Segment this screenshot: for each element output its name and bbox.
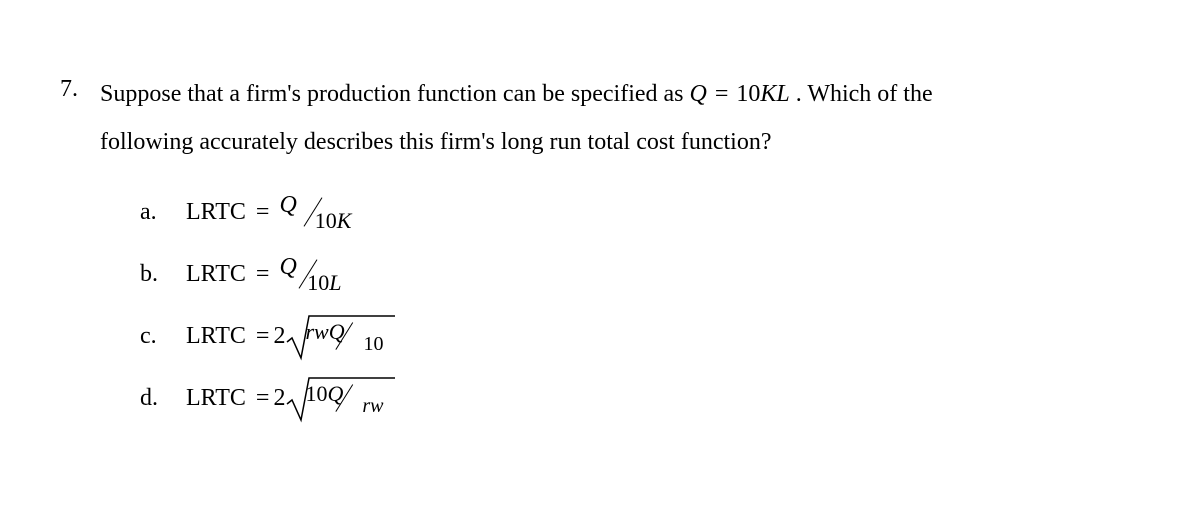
stem-eq-rhs-var: KL xyxy=(760,81,789,107)
radicand-c: rwQ 10 xyxy=(287,312,389,360)
choice-a-expr: LRTC = Q 10K xyxy=(186,192,353,232)
lrtc-text: LRTC xyxy=(186,317,246,355)
den-var: L xyxy=(329,270,341,295)
radical-icon: rwQ 10 xyxy=(287,312,389,360)
fraction-rwq-over-10: rwQ 10 xyxy=(303,316,383,356)
page: 7. Suppose that a firm's production func… xyxy=(0,0,1200,432)
num-num: 10 xyxy=(305,381,327,406)
frac-denominator: 10L xyxy=(307,265,341,300)
equals-sign: = xyxy=(256,193,270,231)
choice-d-label: d. xyxy=(140,379,186,417)
question-7: 7. Suppose that a firm's production func… xyxy=(60,70,1140,432)
choice-c: c. LRTC = 2 rw xyxy=(140,308,1140,364)
num-var: rwQ xyxy=(305,319,344,344)
sqrt-expr-c: 2 rwQ 10 xyxy=(273,312,389,360)
lrtc-text: LRTC xyxy=(186,379,246,417)
choice-d: d. LRTC = 2 10 xyxy=(140,370,1140,426)
lrtc-text: LRTC xyxy=(186,193,246,231)
radicand-d: 10Q rw xyxy=(287,374,389,422)
frac-denominator: 10K xyxy=(315,203,352,238)
choice-a-label: a. xyxy=(140,193,186,231)
stem-eq-lhs: Q xyxy=(690,81,707,107)
stem-line-1: Suppose that a firm's production functio… xyxy=(100,70,1140,118)
choice-a: a. LRTC = Q 10K xyxy=(140,184,1140,240)
choice-c-label: c. xyxy=(140,317,186,355)
den-var: rw xyxy=(362,395,383,417)
frac-numerator: Q xyxy=(279,186,296,224)
coef-2: 2 xyxy=(273,317,285,355)
den-var: K xyxy=(337,208,352,233)
lrtc-text: LRTC xyxy=(186,255,246,293)
den-num: 10 xyxy=(307,270,329,295)
den-num: 10 xyxy=(315,208,337,233)
question-number: 7. xyxy=(60,70,100,108)
sqrt-expr-d: 2 10Q rw xyxy=(273,374,389,422)
choice-d-expr: LRTC = 2 10Q xyxy=(186,374,389,422)
fraction-10q-over-rw: 10Q rw xyxy=(303,378,383,418)
equals-sign: = xyxy=(256,379,270,417)
choice-c-expr: LRTC = 2 rwQ xyxy=(186,312,389,360)
stem-eq-sign: = xyxy=(715,81,729,107)
choice-b-label: b. xyxy=(140,255,186,293)
choices: a. LRTC = Q 10K b. LRTC xyxy=(100,184,1140,426)
stem-eq-rhs-num: 10 xyxy=(736,81,760,107)
frac-denominator: rw xyxy=(362,390,383,422)
radical-icon: 10Q rw xyxy=(287,374,389,422)
fraction-q-over-10k: Q 10K xyxy=(273,192,353,232)
equals-sign: = xyxy=(256,255,270,293)
frac-denominator: 10 xyxy=(363,328,383,360)
stem-text-2: . Which of the xyxy=(796,81,933,107)
equals-sign: = xyxy=(256,317,270,355)
frac-numerator: Q xyxy=(279,248,296,286)
question-stem: Suppose that a firm's production functio… xyxy=(100,70,1140,166)
choice-b-expr: LRTC = Q 10L xyxy=(186,254,343,294)
question-body: Suppose that a firm's production functio… xyxy=(100,70,1140,432)
den-num: 10 xyxy=(363,333,383,355)
stem-text-1: Suppose that a firm's production functio… xyxy=(100,81,690,107)
choice-b: b. LRTC = Q 10L xyxy=(140,246,1140,302)
stem-line-2: following accurately describes this firm… xyxy=(100,118,1140,166)
coef-2: 2 xyxy=(273,379,285,417)
fraction-q-over-10l: Q 10L xyxy=(273,254,343,294)
